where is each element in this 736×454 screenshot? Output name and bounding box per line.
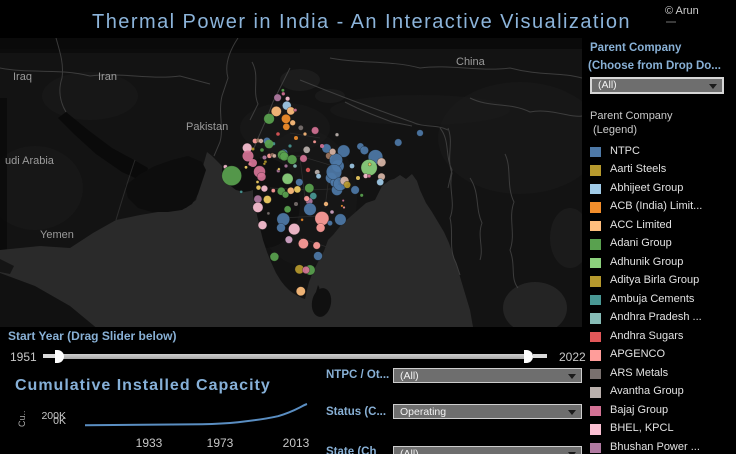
svg-text:China: China — [456, 56, 486, 68]
svg-text:Iraq: Iraq — [13, 71, 32, 83]
svg-text:udi Arabia: udi Arabia — [5, 155, 55, 167]
svg-text:Iran: Iran — [98, 71, 117, 83]
svg-text:Pakistan: Pakistan — [186, 121, 228, 133]
svg-text:Yemen: Yemen — [40, 229, 74, 241]
